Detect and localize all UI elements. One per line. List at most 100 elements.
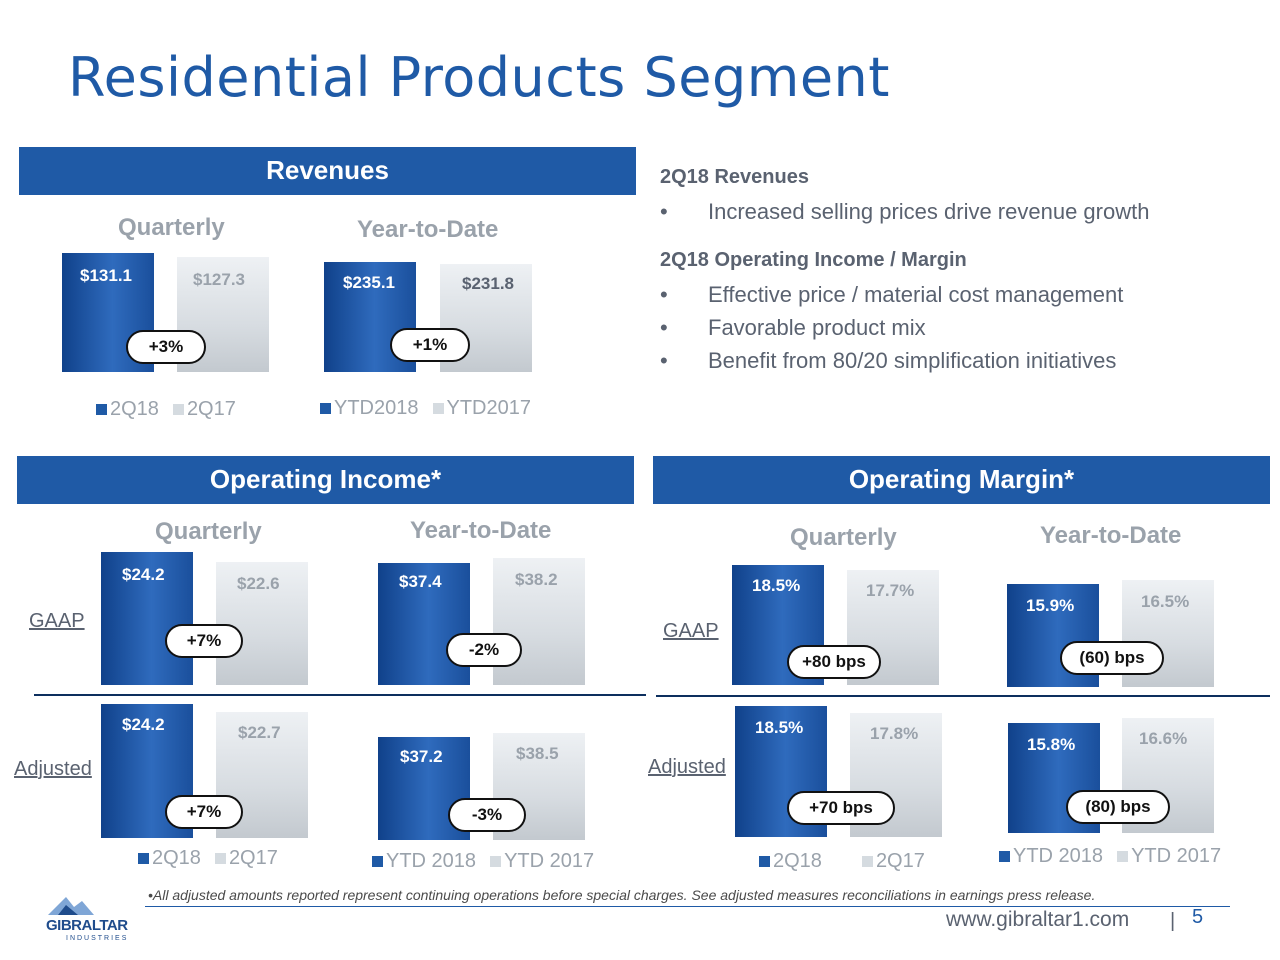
logo-subtitle: INDUSTRIES <box>66 935 129 942</box>
bullet-dot: • <box>660 315 668 340</box>
gibraltar-logo-icon <box>48 897 94 915</box>
legend-label: YTD 2018 <box>1013 845 1104 867</box>
om-ytd-legend: YTD 2018 YTD 2017 <box>995 845 1221 868</box>
revenues-2q18-value: $131.1 <box>80 266 132 285</box>
om-adj-2q17-value: 17.8% <box>870 724 919 743</box>
oi-adj-quarterly-change: +7% <box>165 795 243 829</box>
legend-label: YTD 2017 <box>1131 845 1222 867</box>
om-row-divider <box>656 695 1270 697</box>
bullet-dot: • <box>660 282 668 307</box>
legend-label: 2Q18 <box>152 847 201 869</box>
operating-commentary-heading: 2Q18 Operating Income / Margin <box>660 249 967 271</box>
oi-quarterly-heading: Quarterly <box>155 518 262 545</box>
oi-gaap-label: GAAP <box>29 610 85 632</box>
page-number: 5 <box>1192 906 1204 928</box>
revenues-ytd2018-value: $235.1 <box>343 273 395 292</box>
revenues-quarterly-change: +3% <box>126 330 206 364</box>
oi-gaap-ytd2017-value: $38.2 <box>515 570 558 589</box>
om-gaap-ytd2018-value: 15.9% <box>1026 596 1075 615</box>
oi-adj-2q18-value: $24.2 <box>122 715 165 734</box>
footer-rule <box>145 906 1230 907</box>
oi-adjusted-label: Adjusted <box>14 758 92 780</box>
legend-swatch-ytd2017 <box>1117 851 1129 862</box>
footer-separator: | <box>1170 910 1176 932</box>
legend-swatch-ytd2018 <box>372 856 383 867</box>
om-gaap-2q18-value: 18.5% <box>752 576 801 595</box>
legend-swatch-2q17 <box>214 853 226 864</box>
oi-ytd-heading: Year-to-Date <box>410 517 552 544</box>
oi-gaap-ytd-change: -2% <box>446 633 522 667</box>
om-gaap-quarterly-change: +80 bps <box>787 645 881 679</box>
revenues-ytd-change: +1% <box>390 328 470 362</box>
revenues-quarterly-legend: 2Q18 2Q17 <box>92 398 236 421</box>
bullet-text: Benefit from 80/20 simplification initia… <box>708 348 1117 373</box>
revenues-quarterly-heading: Quarterly <box>118 214 225 241</box>
om-quarterly-heading: Quarterly <box>790 524 897 551</box>
legend-swatch-2q18 <box>96 404 107 415</box>
bullet-dot: • <box>660 348 668 373</box>
legend-swatch-2q18 <box>759 856 770 867</box>
bullet-text: Effective price / material cost manageme… <box>708 282 1124 307</box>
bullet-text: Increased selling prices drive revenue g… <box>708 199 1150 224</box>
bullet-text: Favorable product mix <box>708 315 926 340</box>
oi-adj-ytd-change: -3% <box>448 798 526 832</box>
revenues-ytd-legend: YTD2018 YTD2017 <box>316 397 531 420</box>
operating-margin-banner: Operating Margin* <box>653 456 1270 504</box>
legend-label: 2Q17 <box>228 847 278 869</box>
legend-label: YTD 2017 <box>504 850 595 872</box>
revenues-ytd-heading: Year-to-Date <box>357 216 499 243</box>
legend-swatch-ytd2017 <box>432 403 444 414</box>
operating-income-banner: Operating Income* <box>17 456 634 504</box>
revenues-ytd2017-value: $231.8 <box>462 274 514 293</box>
legend-swatch-ytd2017 <box>490 856 502 867</box>
oi-adj-ytd2017-value: $38.5 <box>516 744 559 763</box>
oi-gaap-ytd2018-value: $37.4 <box>399 572 442 591</box>
legend-swatch-2q17 <box>172 404 184 415</box>
om-quarterly-legend: 2Q18 2Q17 <box>755 850 925 873</box>
legend-swatch-2q17 <box>861 856 873 867</box>
legend-label: 2Q17 <box>186 398 236 420</box>
om-adj-quarterly-change: +70 bps <box>787 791 895 825</box>
om-adj-2q18-value: 18.5% <box>755 718 804 737</box>
oi-quarterly-legend: 2Q18 2Q17 <box>134 847 278 870</box>
legend-swatch-ytd2018 <box>999 851 1010 862</box>
om-gaap-ytd2017-value: 16.5% <box>1141 592 1190 611</box>
oi-row-divider <box>34 694 646 696</box>
legend-label: YTD 2018 <box>386 850 477 872</box>
revenues-commentary-heading: 2Q18 Revenues <box>660 166 809 188</box>
bullet-dot: • <box>660 199 668 224</box>
legend-label: 2Q18 <box>110 398 159 420</box>
legend-label: 2Q17 <box>875 850 925 872</box>
oi-gaap-2q17-value: $22.6 <box>237 574 280 593</box>
revenues-2q17-value: $127.3 <box>193 270 245 289</box>
operating-bullet: • Effective price / material cost managem… <box>660 282 1123 308</box>
oi-adj-ytd2018-value: $37.2 <box>400 747 443 766</box>
revenues-bullet: • Increased selling prices drive revenue … <box>660 199 1149 225</box>
oi-gaap-quarterly-change: +7% <box>165 624 243 658</box>
footnote: •All adjusted amounts reported represent… <box>148 887 1096 903</box>
operating-bullet: • Favorable product mix <box>660 315 926 341</box>
oi-ytd-legend: YTD 2018 YTD 2017 <box>368 850 594 873</box>
logo-wordmark: GIBRALTAR <box>46 917 128 934</box>
om-adj-ytd2018-value: 15.8% <box>1027 735 1076 754</box>
oi-gaap-2q18-value: $24.2 <box>122 565 165 584</box>
oi-gaap-2q18-bar <box>101 552 193 685</box>
om-adjusted-label: Adjusted <box>648 756 726 778</box>
legend-swatch-ytd2018 <box>320 403 331 414</box>
revenues-banner: Revenues <box>19 147 636 195</box>
om-gaap-2q17-value: 17.7% <box>866 581 915 600</box>
om-adj-ytd2017-value: 16.6% <box>1139 729 1188 748</box>
oi-gaap-2q17-bar <box>216 562 308 685</box>
om-ytd-heading: Year-to-Date <box>1040 522 1182 549</box>
page-title: Residential Products Segment <box>68 46 890 109</box>
footer-url[interactable]: www.gibraltar1.com <box>946 908 1130 931</box>
legend-label: 2Q18 <box>773 850 822 872</box>
legend-label: YTD2017 <box>446 397 532 419</box>
operating-bullet: • Benefit from 80/20 simplification initi… <box>660 348 1116 374</box>
legend-swatch-2q18 <box>138 853 149 864</box>
legend-label: YTD2018 <box>334 397 419 419</box>
oi-adj-2q17-value: $22.7 <box>238 723 281 742</box>
om-gaap-ytd-change: (60) bps <box>1060 641 1164 675</box>
om-gaap-label: GAAP <box>663 620 719 642</box>
om-adj-ytd-change: (80) bps <box>1066 790 1170 824</box>
